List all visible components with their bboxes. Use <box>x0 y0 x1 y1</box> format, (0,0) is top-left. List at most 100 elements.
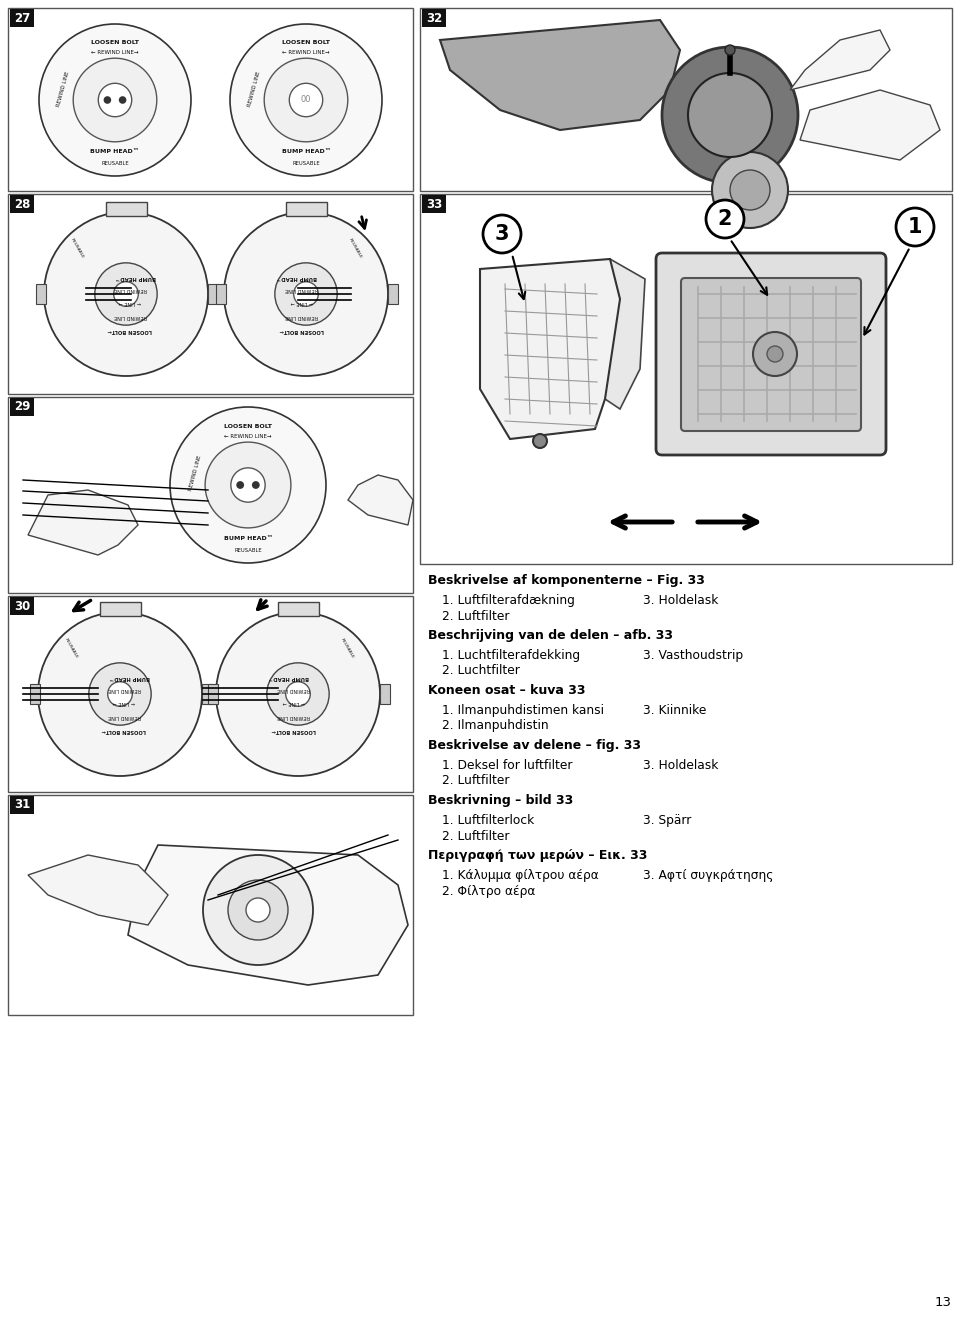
Circle shape <box>108 682 132 706</box>
Bar <box>10 795 34 814</box>
Circle shape <box>44 212 208 376</box>
Text: Beskrivelse af komponenterne – Fig. 33: Beskrivelse af komponenterne – Fig. 33 <box>428 574 705 587</box>
Bar <box>422 195 446 212</box>
Circle shape <box>712 152 788 228</box>
Text: 3: 3 <box>494 224 509 244</box>
Text: LOOSEN BOLT←: LOOSEN BOLT← <box>108 328 153 334</box>
Circle shape <box>294 282 319 306</box>
Text: REWIND LINE: REWIND LINE <box>285 288 319 293</box>
Text: BUMP HEAD™: BUMP HEAD™ <box>276 276 317 280</box>
Text: 1. Deksel for luftfilter: 1. Deksel for luftfilter <box>442 758 572 772</box>
Circle shape <box>224 212 388 376</box>
Text: 2. Luftfilter: 2. Luftfilter <box>442 609 510 623</box>
Circle shape <box>275 262 337 326</box>
Circle shape <box>113 282 138 306</box>
Polygon shape <box>128 845 408 985</box>
Bar <box>30 685 40 704</box>
Polygon shape <box>28 855 168 925</box>
Circle shape <box>119 96 127 104</box>
Circle shape <box>267 663 329 725</box>
Bar <box>10 195 34 212</box>
Text: LOOSEN BOLT←: LOOSEN BOLT← <box>272 728 316 733</box>
Polygon shape <box>28 489 138 555</box>
Circle shape <box>170 408 326 563</box>
Bar <box>10 9 34 26</box>
Circle shape <box>483 215 521 253</box>
Text: LOOSEN BOLT←: LOOSEN BOLT← <box>102 728 146 733</box>
Text: Beschrijving van de delen – afb. 33: Beschrijving van de delen – afb. 33 <box>428 629 673 642</box>
Text: REWIND LINE: REWIND LINE <box>108 687 140 692</box>
Text: Koneen osat – kuva 33: Koneen osat – kuva 33 <box>428 685 586 696</box>
Text: REWIND LINE: REWIND LINE <box>108 714 140 719</box>
Text: REUSABLE: REUSABLE <box>234 547 262 553</box>
Circle shape <box>706 200 744 237</box>
Text: ← REWIND LINE→: ← REWIND LINE→ <box>225 434 272 439</box>
Bar <box>388 284 398 303</box>
Bar <box>216 284 226 303</box>
Text: 2: 2 <box>718 208 732 230</box>
Text: 3. Vasthoudstrip: 3. Vasthoudstrip <box>643 649 743 662</box>
Text: ← LINE →: ← LINE → <box>113 699 135 704</box>
Text: 27: 27 <box>13 12 30 25</box>
Text: 13: 13 <box>935 1297 952 1308</box>
Text: 1. Luftfilterafdækning: 1. Luftfilterafdækning <box>442 594 575 607</box>
Bar <box>10 398 34 415</box>
Text: 1: 1 <box>908 218 923 237</box>
Text: LOOSEN BOLT: LOOSEN BOLT <box>282 41 330 45</box>
Text: 33: 33 <box>426 198 443 211</box>
Circle shape <box>767 346 783 361</box>
Text: REWIND LINE: REWIND LINE <box>57 70 70 107</box>
Bar <box>8 194 413 394</box>
Circle shape <box>98 83 132 116</box>
Circle shape <box>95 262 157 326</box>
Bar <box>285 202 326 216</box>
Text: 31: 31 <box>13 798 30 811</box>
Text: 2. Luftfilter: 2. Luftfilter <box>442 774 510 787</box>
Bar <box>208 685 218 704</box>
Bar <box>8 397 413 594</box>
Circle shape <box>753 332 797 376</box>
Circle shape <box>533 434 547 448</box>
Circle shape <box>896 208 934 247</box>
Circle shape <box>104 96 111 104</box>
Text: ← LINE →: ← LINE → <box>291 299 313 305</box>
Text: 3. Αφτί συγκράτησης: 3. Αφτί συγκράτησης <box>643 869 774 882</box>
Circle shape <box>73 58 156 142</box>
Text: 3. Holdelask: 3. Holdelask <box>643 594 718 607</box>
Text: 2. Ilmanpuhdistin: 2. Ilmanpuhdistin <box>442 719 548 732</box>
Bar <box>36 284 46 303</box>
Text: 1. Luchtfilterafdekking: 1. Luchtfilterafdekking <box>442 649 580 662</box>
Text: 30: 30 <box>13 600 30 612</box>
Bar <box>106 202 147 216</box>
Polygon shape <box>790 30 890 90</box>
Text: REWIND LINE: REWIND LINE <box>285 314 319 319</box>
Text: 32: 32 <box>426 12 443 25</box>
Text: 2. Φίλτρο αέρα: 2. Φίλτρο αέρα <box>442 885 536 897</box>
Text: 3. Holdelask: 3. Holdelask <box>643 758 718 772</box>
Text: BUMP HEAD™: BUMP HEAD™ <box>224 536 273 541</box>
Circle shape <box>38 612 202 776</box>
Circle shape <box>730 170 770 210</box>
Text: Περιγραφή των μερών – Εικ. 33: Περιγραφή των μερών – Εικ. 33 <box>428 849 647 863</box>
Text: BUMP HEAD™: BUMP HEAD™ <box>281 149 330 154</box>
Text: BUMP HEAD™: BUMP HEAD™ <box>115 276 156 280</box>
Circle shape <box>688 73 772 157</box>
FancyBboxPatch shape <box>656 253 886 455</box>
Text: REUSABLE: REUSABLE <box>101 161 129 166</box>
Bar <box>208 284 218 303</box>
Text: REWIND LINE: REWIND LINE <box>113 314 147 319</box>
Circle shape <box>246 898 270 922</box>
Text: BUMP HEAD™: BUMP HEAD™ <box>90 149 139 154</box>
Bar <box>8 795 413 1016</box>
Polygon shape <box>800 90 940 160</box>
Text: REWIND LINE: REWIND LINE <box>188 455 203 492</box>
Text: REUSABLE: REUSABLE <box>292 161 320 166</box>
Text: REUSABLE: REUSABLE <box>69 237 84 260</box>
Circle shape <box>289 83 323 116</box>
Bar <box>277 601 319 616</box>
Polygon shape <box>348 475 413 525</box>
Circle shape <box>230 468 265 503</box>
Bar <box>380 685 390 704</box>
Circle shape <box>216 612 380 776</box>
Text: REUSABLE: REUSABLE <box>340 638 354 660</box>
